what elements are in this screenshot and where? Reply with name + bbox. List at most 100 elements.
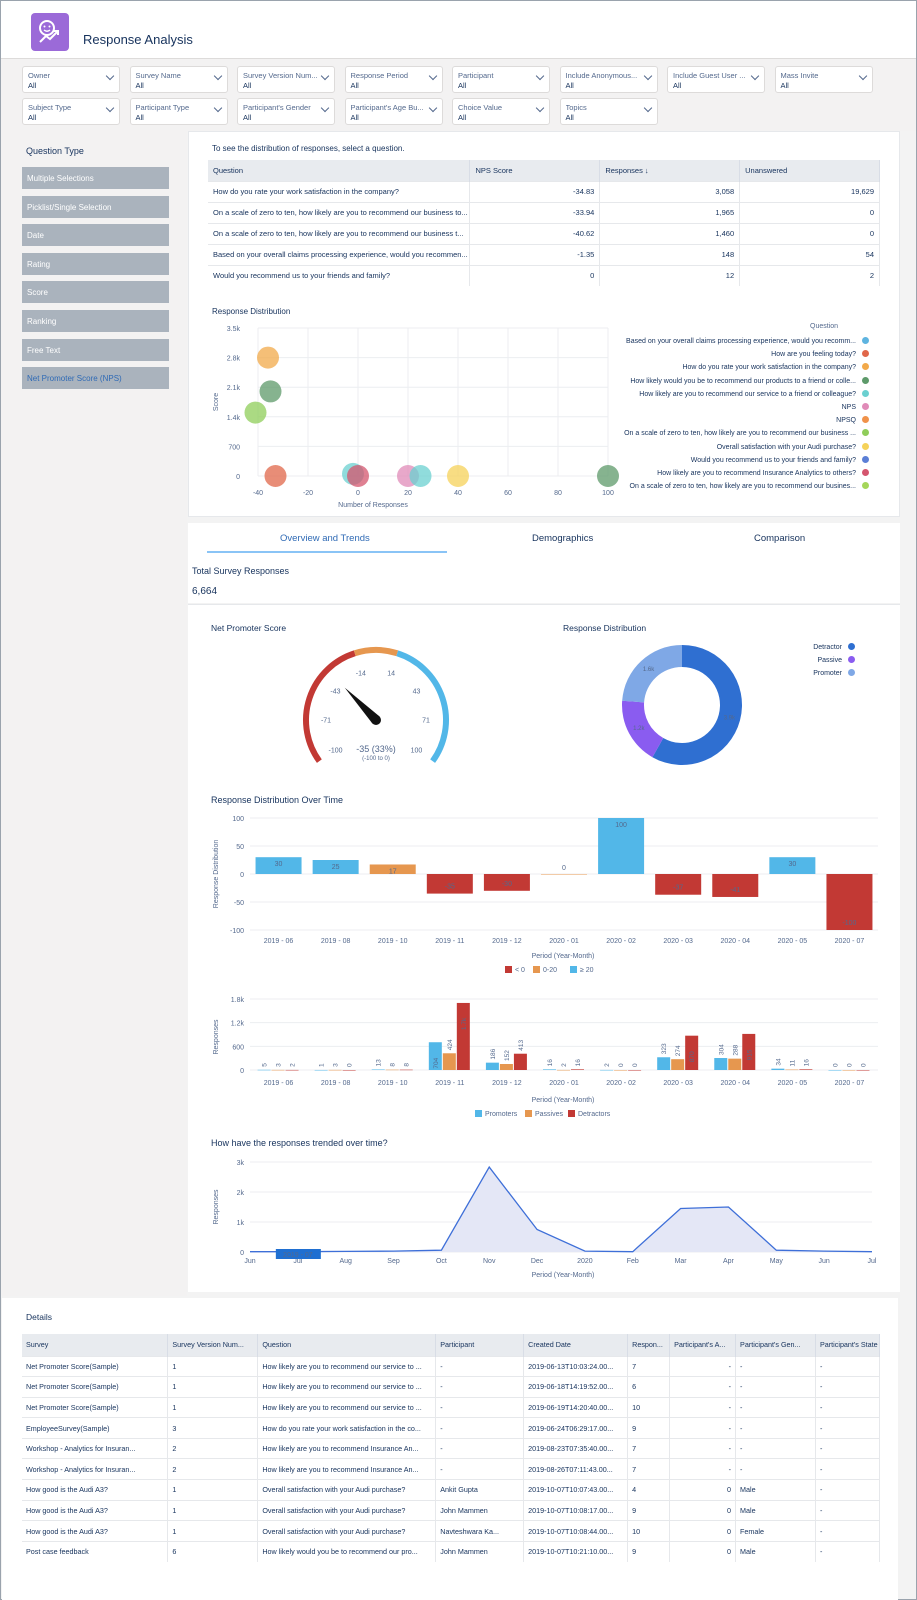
- bar[interactable]: [712, 874, 759, 897]
- bar[interactable]: [856, 1070, 870, 1071]
- tab-comparison[interactable]: Comparison: [754, 533, 806, 544]
- table-row[interactable]: Net Promoter Score(Sample) 1 How likely ar…: [22, 1396, 881, 1418]
- table-row[interactable]: How good is the Audi A3? 1 Overall satisfa…: [22, 1499, 881, 1521]
- column-header[interactable]: Participant: [435, 1334, 525, 1356]
- table-row[interactable]: How do you rate your work satisfaction i…: [208, 180, 880, 202]
- filter-dropdown[interactable]: Participant Type All: [129, 98, 228, 125]
- legend-item[interactable]: How do you rate your work satisfaction i…: [549, 363, 869, 371]
- table-row[interactable]: Net Promoter Score(Sample) 1 How likely ar…: [22, 1355, 881, 1377]
- legend-item[interactable]: Would you recommend us to your friends a…: [549, 455, 869, 464]
- scatter-point[interactable]: [244, 401, 267, 424]
- filter-dropdown[interactable]: Participant's Age Bu... All: [344, 98, 443, 125]
- scatter-point[interactable]: [409, 465, 432, 487]
- table-row[interactable]: EmployeeSurvey(Sample) 3 How do you rate y…: [22, 1417, 881, 1439]
- trend-line[interactable]: [250, 1165, 873, 1253]
- scatter-point[interactable]: [347, 465, 369, 487]
- column-header[interactable]: Responses ↓: [599, 160, 741, 181]
- bar[interactable]: [385, 1069, 399, 1071]
- bar[interactable]: [728, 1058, 742, 1070]
- sidebar-item[interactable]: Free Text: [22, 338, 169, 361]
- bar[interactable]: [628, 1070, 642, 1071]
- bar[interactable]: [483, 874, 530, 891]
- donut-slice[interactable]: [622, 700, 664, 758]
- bar[interactable]: [771, 1068, 785, 1070]
- bar[interactable]: [769, 857, 816, 874]
- legend-item[interactable]: Passive: [790, 656, 855, 664]
- bar[interactable]: [685, 1035, 699, 1070]
- scatter-point[interactable]: [447, 465, 469, 487]
- table-row[interactable]: Based on your overall claims processing …: [208, 243, 880, 265]
- legend-item[interactable]: NPSQ: [549, 416, 869, 424]
- bar[interactable]: [742, 1033, 756, 1070]
- tab-overview-and-trends[interactable]: Overview and Trends: [280, 533, 370, 544]
- sidebar-item[interactable]: Rating: [22, 252, 169, 275]
- bar[interactable]: [312, 860, 359, 874]
- sidebar-item[interactable]: Picklist/Single Selection: [22, 195, 169, 218]
- legend-item[interactable]: Detractor: [790, 643, 855, 651]
- bar[interactable]: [842, 1070, 856, 1071]
- bar[interactable]: [328, 1069, 342, 1071]
- column-header[interactable]: Participant's A...: [669, 1334, 737, 1356]
- column-header[interactable]: Participant's Gen...: [735, 1334, 816, 1356]
- table-row[interactable]: Workshop - Analytics for Insuran... 2 How…: [22, 1437, 881, 1459]
- bar[interactable]: [600, 1069, 614, 1071]
- bar[interactable]: [342, 1070, 356, 1071]
- column-header[interactable]: Participant's State: [815, 1334, 881, 1356]
- tab-demographics[interactable]: Demographics: [532, 533, 594, 544]
- sidebar-item[interactable]: Ranking: [22, 310, 169, 332]
- bar[interactable]: [456, 1002, 470, 1070]
- bar[interactable]: [271, 1069, 285, 1071]
- filter-dropdown[interactable]: Participant's Gender All: [237, 98, 335, 125]
- bar[interactable]: [571, 1069, 584, 1070]
- sidebar-item[interactable]: Date: [22, 224, 169, 247]
- bar[interactable]: [614, 1070, 628, 1071]
- bar[interactable]: [428, 1042, 442, 1070]
- filter-dropdown[interactable]: Topics All: [559, 98, 658, 125]
- legend-item[interactable]: Promoter: [790, 669, 855, 677]
- table-row[interactable]: Workshop - Analytics for Insuran... 2 How…: [22, 1458, 881, 1480]
- bar[interactable]: [655, 874, 702, 895]
- legend-item[interactable]: Based on your overall claims processing …: [549, 337, 869, 345]
- table-row[interactable]: How good is the Audi A3? 1 Overall satisfa…: [22, 1520, 881, 1542]
- bar[interactable]: [499, 1064, 513, 1070]
- filter-dropdown[interactable]: Survey Version Num... All: [237, 66, 335, 93]
- bar[interactable]: [285, 1069, 299, 1071]
- sidebar-item[interactable]: Multiple Selections: [22, 167, 169, 189]
- column-header[interactable]: Created Date: [523, 1334, 629, 1356]
- bar[interactable]: [826, 874, 873, 930]
- bar[interactable]: [828, 1070, 842, 1071]
- column-header[interactable]: Respon...: [627, 1334, 671, 1356]
- bar[interactable]: [399, 1069, 413, 1071]
- legend-item[interactable]: How likely are you to recommend Insuranc…: [549, 469, 869, 477]
- scatter-point[interactable]: [264, 465, 287, 487]
- column-header[interactable]: NPS Score: [469, 160, 601, 181]
- filter-dropdown[interactable]: Survey Name All: [129, 66, 228, 93]
- table-row[interactable]: How good is the Audi A3? 1 Overall satisfa…: [22, 1479, 881, 1501]
- scatter-point[interactable]: [257, 346, 279, 369]
- bar[interactable]: [657, 1057, 671, 1070]
- bar[interactable]: [799, 1069, 813, 1070]
- donut-slice[interactable]: [622, 645, 682, 703]
- filter-dropdown[interactable]: Include Anonymous... All: [559, 66, 658, 93]
- bar[interactable]: [543, 1069, 556, 1070]
- bar[interactable]: [513, 1053, 527, 1070]
- bar[interactable]: [314, 1069, 328, 1071]
- table-row[interactable]: On a scale of zero to ten, how likely ar…: [208, 222, 880, 244]
- filter-dropdown[interactable]: Subject Type All: [22, 98, 120, 125]
- bar[interactable]: [714, 1058, 728, 1070]
- table-row[interactable]: On a scale of zero to ten, how likely ar…: [208, 201, 880, 223]
- bar[interactable]: [598, 818, 645, 874]
- filter-dropdown[interactable]: Response Period All: [344, 66, 443, 93]
- bar[interactable]: [371, 1069, 385, 1070]
- donut-slice[interactable]: [652, 645, 742, 765]
- bar[interactable]: [485, 1062, 499, 1070]
- table-row[interactable]: Net Promoter Score(Sample) 1 How likely ar…: [22, 1376, 881, 1398]
- filter-dropdown[interactable]: Participant All: [452, 66, 550, 93]
- scatter-point[interactable]: [597, 465, 619, 487]
- bar[interactable]: [442, 1053, 456, 1070]
- table-row[interactable]: Would you recommend us to your friends a…: [208, 264, 880, 286]
- bar[interactable]: [785, 1069, 799, 1071]
- bar[interactable]: [557, 1069, 570, 1071]
- bar[interactable]: [257, 1069, 271, 1071]
- filter-dropdown[interactable]: Include Guest User ... All: [667, 66, 765, 93]
